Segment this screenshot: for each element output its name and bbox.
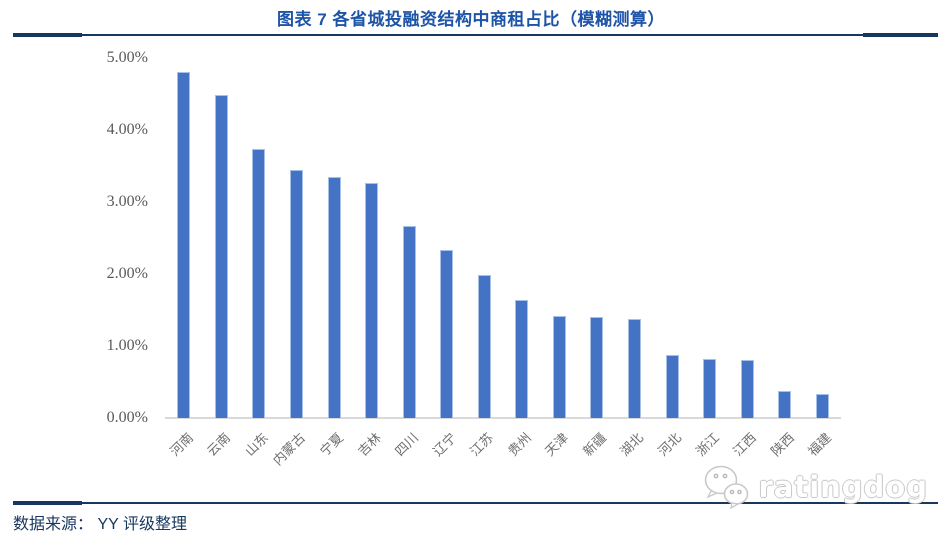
bar-江西 (740, 359, 754, 418)
y-axis-tick-label: 0.00% (106, 409, 148, 426)
bar-吉林 (365, 182, 379, 418)
bar-内蒙古 (289, 170, 303, 418)
bar-宁夏 (327, 176, 341, 418)
x-axis-label: 云南 (204, 429, 234, 459)
x-axis-label: 内蒙古 (270, 429, 309, 469)
figure-title: 图表 7 各省城投融资结构中商租占比（模糊测算） (277, 10, 665, 29)
bar-天津 (552, 315, 566, 418)
source-text: 数据来源： YY 评级整理 (13, 516, 187, 533)
x-axis-label: 四川 (392, 429, 422, 459)
bar-新疆 (590, 317, 604, 418)
y-axis-tick-label: 2.00% (106, 265, 148, 282)
x-axis-label: 江西 (730, 429, 760, 459)
bar-湖北 (627, 318, 641, 418)
x-axis-line (165, 417, 841, 419)
y-axis-tick-label: 4.00% (106, 121, 148, 138)
x-axis-label: 河南 (166, 429, 196, 459)
y-axis-tick-label: 3.00% (106, 193, 148, 210)
bar-贵州 (515, 299, 529, 418)
bar-四川 (402, 226, 416, 418)
top-divider-right-cap (863, 33, 938, 37)
bar-浙江 (703, 358, 717, 418)
bar-河北 (665, 354, 679, 418)
x-axis-label: 河北 (655, 429, 685, 459)
y-axis-tick-label: 1.00% (106, 337, 148, 354)
y-axis-tick-label: 5.00% (106, 49, 148, 66)
bar-辽宁 (440, 250, 454, 418)
x-axis-label: 陕西 (767, 429, 797, 459)
x-axis-label: 贵州 (504, 429, 534, 459)
bar-云南 (214, 95, 228, 418)
x-axis-label: 福建 (805, 429, 835, 459)
dog-chat-bubbles-icon (705, 465, 749, 510)
x-axis-label: 辽宁 (429, 429, 459, 459)
top-divider (13, 33, 938, 37)
bottom-divider (13, 501, 938, 505)
x-axis-label: 江苏 (467, 429, 497, 459)
x-axis-label: 浙江 (692, 429, 722, 459)
bar-福建 (815, 393, 829, 418)
top-divider-left-cap (13, 33, 82, 37)
bar-陕西 (778, 390, 792, 418)
x-axis-label: 吉林 (354, 429, 384, 459)
bar-河南 (177, 71, 191, 418)
bar-江苏 (477, 275, 491, 418)
x-axis-label: 天津 (542, 429, 572, 459)
x-axis-label: 新疆 (579, 429, 609, 459)
x-axis-label: 湖北 (617, 429, 647, 459)
watermark-text: ratingdog (758, 469, 928, 504)
watermark: ratingdog (701, 463, 928, 510)
bar-山东 (252, 148, 266, 418)
bottom-divider-left-cap (13, 501, 82, 505)
x-axis-label: 宁夏 (317, 429, 347, 459)
